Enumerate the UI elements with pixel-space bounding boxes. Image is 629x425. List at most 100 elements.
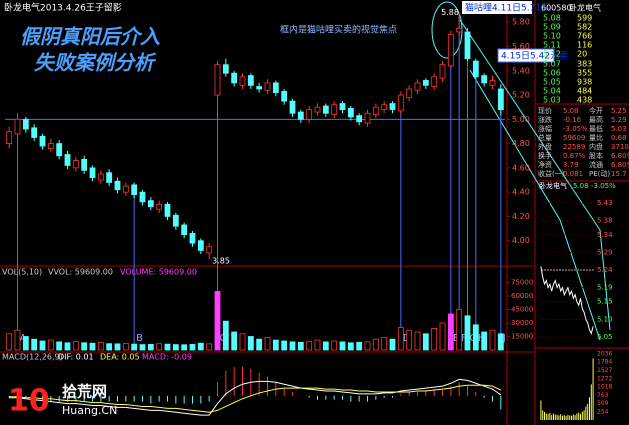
ask-qty: 599 (577, 14, 592, 23)
candle-body (356, 115, 363, 123)
ask-qty: 582 (577, 23, 592, 32)
volume-bar (381, 336, 388, 351)
marker-label: F (461, 333, 467, 344)
y-tick-label: 5.19 (597, 284, 613, 292)
volume-bar (14, 329, 21, 351)
logo-site: Huang.CN (62, 404, 117, 417)
quote-stat: 股本 (589, 151, 603, 160)
volume-bar (22, 336, 29, 351)
y-tick-label: 509 (597, 400, 609, 407)
y-tick-label: 4.20 (512, 212, 530, 221)
macd-val: MACD: -0.09 (142, 353, 192, 362)
bid-price: 5.04 (543, 87, 561, 96)
y-tick-label: 5.10 (597, 315, 613, 323)
quote-stat: 外盘 (538, 142, 552, 151)
ask-price: 5.11 (543, 41, 561, 50)
y-tick-label: 763 (597, 392, 609, 399)
quote-stat: 5.25 (611, 107, 627, 115)
volume-bar (297, 341, 304, 351)
volume-bar (472, 324, 479, 351)
macd-dea: DEA: 0.05 (100, 353, 140, 362)
volume-bar (372, 338, 379, 351)
y-tick-label: 60000 (511, 292, 533, 300)
volume-bar (397, 327, 404, 351)
quote-stat: 涨幅 (538, 124, 552, 133)
candle-body (306, 109, 313, 120)
volume-bar (39, 340, 46, 351)
link-line (469, 69, 601, 341)
candle-body (256, 86, 263, 90)
candle-body (464, 31, 471, 60)
ask-price: 5.08 (543, 14, 561, 23)
ask-qty: 766 (577, 32, 592, 41)
quote-stat: 总量 (538, 133, 552, 142)
quote-stat: 5.03 (611, 125, 627, 133)
candle-body (106, 172, 113, 183)
candle-body (164, 203, 171, 217)
candle-body (497, 88, 504, 111)
candle-body (81, 158, 88, 171)
volume-bar (164, 343, 171, 351)
quote-stat: 5.29 (611, 116, 627, 124)
quote-stat: 3.79 (563, 161, 579, 169)
quote-stat: 22589 (563, 143, 585, 151)
candle-body (156, 203, 163, 210)
candle-body (64, 154, 71, 166)
candle-body (447, 33, 454, 67)
volume-bar (89, 342, 96, 351)
volume-bar (114, 343, 121, 351)
ask-price: 5.10 (543, 32, 561, 41)
volume-bar (464, 315, 471, 351)
candle-body (56, 143, 63, 157)
volume-bar (197, 342, 204, 351)
y-tick-label: 1527 (597, 367, 612, 374)
candle-body (289, 100, 296, 114)
candle-body (247, 75, 254, 86)
volume-bar (47, 339, 54, 351)
low-label: 3.85 (212, 256, 230, 265)
volume-bar (364, 341, 371, 351)
quote-stat: 6.80亿 (611, 151, 629, 160)
volume-bar (347, 342, 354, 351)
intraday-line (540, 266, 594, 335)
volume-bar (314, 339, 321, 351)
y-tick-label: 5.34 (597, 231, 613, 239)
volume-bar (256, 338, 263, 351)
volume-bar (97, 341, 104, 351)
volume-bar (214, 291, 221, 351)
annotation: 4.15日5.42元卖 (501, 51, 568, 62)
volume-bar (56, 341, 63, 351)
quote-stat: 收益(一) (538, 169, 565, 178)
quote-stat: 最高 (589, 115, 603, 124)
intraday-title: 卧龙电气 (539, 181, 567, 190)
volume-bar (172, 344, 179, 351)
candle-body (6, 131, 13, 145)
volume-bar (431, 327, 438, 351)
candle-body (456, 27, 463, 33)
macd-line (9, 384, 502, 413)
headline: 假阴真阳后介入 (20, 25, 160, 49)
candle-body (339, 103, 346, 111)
volume-bar (456, 309, 463, 351)
volume-bar (206, 343, 213, 351)
quote-stat: 15.7 (611, 170, 627, 178)
volume-name: VOL(5,10) (2, 268, 42, 277)
quote-stat: 5.08 (563, 107, 579, 115)
quote-stat: 0.87% (563, 152, 586, 160)
y-tick-label: 5.80 (512, 18, 530, 27)
y-tick-label: 1784 (597, 359, 612, 366)
quote-stat: 净资 (538, 160, 552, 169)
chart-title: 卧龙电气2013.4.26王子留影 (4, 2, 122, 14)
buy-box (462, 1, 532, 14)
candle-body (131, 184, 138, 195)
volume-bar (156, 343, 163, 351)
quote-stat: 量比 (589, 133, 603, 142)
candle-body (231, 72, 238, 84)
candle-body (314, 106, 321, 113)
volume-bar (322, 341, 329, 351)
y-tick-label: 30000 (511, 319, 533, 327)
y-tick-label: 2036 (597, 351, 612, 358)
candle-body (189, 233, 196, 244)
volume-bar (122, 343, 129, 351)
